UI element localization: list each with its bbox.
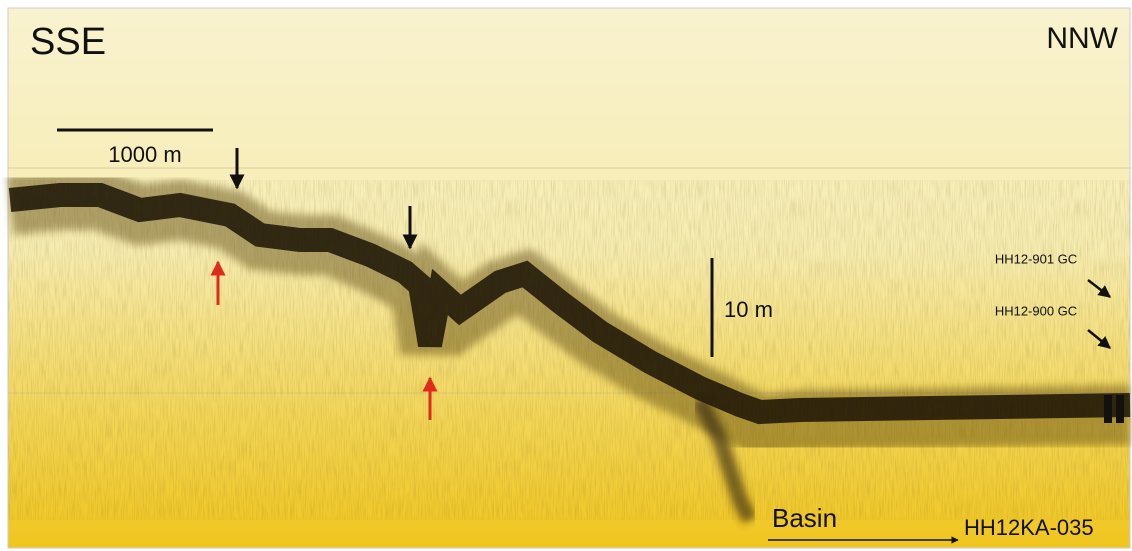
scale-label: 10 m (724, 297, 773, 322)
arrow (1087, 279, 1111, 298)
direction-label: SSE (30, 21, 106, 63)
seabed-reflector (7, 170, 1131, 524)
scale-label: 1000 m (108, 142, 181, 167)
arrow (1087, 329, 1111, 349)
direction-label: NNW (1046, 22, 1118, 55)
basin-label: Basin (772, 503, 837, 533)
core-label: HH12-901 GC (995, 251, 1077, 266)
core-label: HH12-900 GC (995, 303, 1077, 318)
profile-id: HH12KA-035 (964, 515, 1094, 540)
